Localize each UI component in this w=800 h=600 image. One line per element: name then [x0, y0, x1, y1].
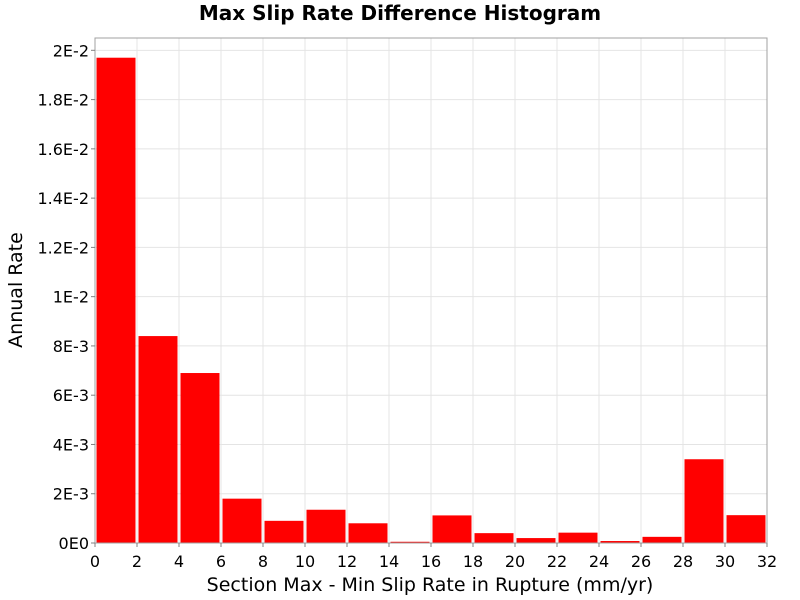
x-tick-label: 30 [715, 552, 735, 571]
y-tick-label: 2E-2 [53, 41, 89, 60]
x-tick-label: 10 [295, 552, 315, 571]
y-tick-label: 1.6E-2 [37, 140, 89, 159]
y-tick-label: 1E-2 [53, 288, 89, 307]
bar-layer [96, 57, 766, 544]
histogram-bar [264, 520, 304, 543]
y-tick-label: 0E0 [59, 534, 89, 553]
x-tick-label: 26 [631, 552, 651, 571]
histogram-bar [558, 532, 598, 543]
histogram-bar [96, 57, 136, 544]
x-tick-label: 4 [174, 552, 184, 571]
y-tick-label: 6E-3 [53, 386, 89, 405]
x-axis-label: Section Max - Min Slip Rate in Rupture (… [207, 574, 654, 596]
x-tick-label: 6 [216, 552, 226, 571]
histogram-bar [642, 536, 682, 543]
y-tick-label: 1.8E-2 [37, 91, 89, 110]
x-tick-label: 18 [463, 552, 483, 571]
histogram-bar [348, 523, 388, 543]
histogram-bar [390, 541, 430, 543]
x-tick-label: 16 [421, 552, 441, 571]
x-tick-label: 22 [547, 552, 567, 571]
histogram-bar [474, 533, 514, 543]
histogram-bar [306, 509, 346, 543]
chart-title: Max Slip Rate Difference Histogram [199, 1, 601, 25]
histogram-bar [432, 515, 472, 543]
y-tick-label: 4E-3 [53, 435, 89, 454]
y-tick-label: 8E-3 [53, 337, 89, 356]
histogram-bar [684, 459, 724, 543]
x-tick-label: 32 [757, 552, 777, 571]
x-tick-label: 12 [337, 552, 357, 571]
histogram-bar [600, 541, 640, 543]
x-tick-label: 28 [673, 552, 693, 571]
histogram-bar [222, 498, 262, 543]
histogram-bar [726, 515, 766, 543]
x-tick-label: 20 [505, 552, 525, 571]
x-tick-label: 14 [379, 552, 399, 571]
y-tick-label: 1.4E-2 [37, 189, 89, 208]
histogram-bar [138, 336, 178, 543]
y-tick-label: 1.2E-2 [37, 238, 89, 257]
histogram-bar [516, 538, 556, 543]
x-tick-label: 2 [132, 552, 142, 571]
y-tick-label: 2E-3 [53, 485, 89, 504]
x-tick-label: 8 [258, 552, 268, 571]
y-axis-label: Annual Rate [5, 232, 27, 348]
x-tick-label: 24 [589, 552, 609, 571]
histogram-bar [180, 373, 220, 543]
x-tick-label: 0 [90, 552, 100, 571]
tick-layer: 0 2 4 6 8 10 12 14 16 18 20 22 24 26 28 30 320E02E-34E-3… [37, 41, 777, 571]
